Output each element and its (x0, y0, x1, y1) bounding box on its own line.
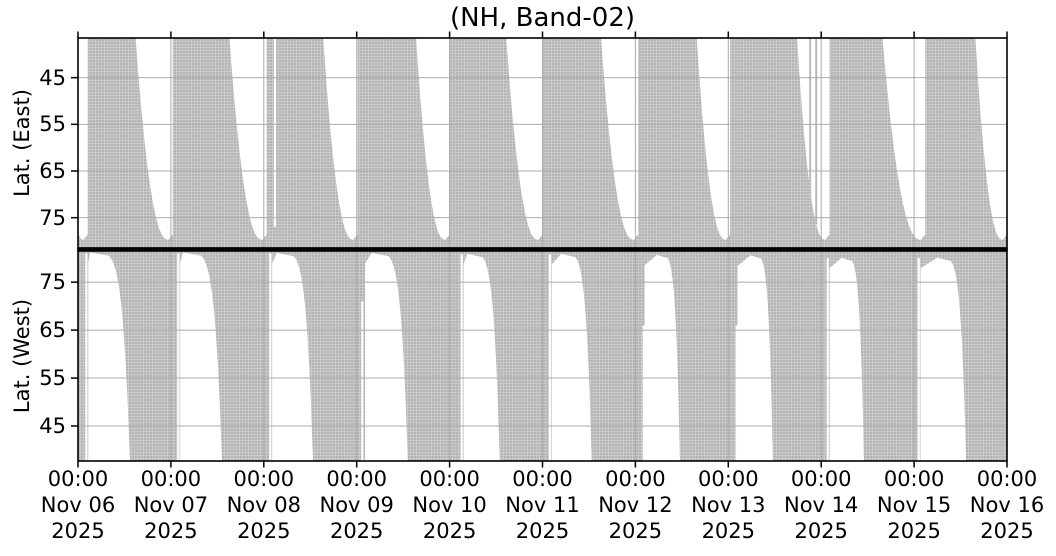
east-y-tick-label: 55 (39, 112, 66, 137)
x-tick-date: Nov 06 (40, 493, 116, 517)
panel-divider (77, 247, 1008, 252)
x-tick-time: 00:00 (605, 467, 666, 491)
x-tick-time: 00:00 (419, 467, 480, 491)
west-thin-white-slit (460, 254, 463, 461)
x-tick-year: 2025 (422, 519, 477, 543)
x-tick-label: 00:00 Nov 11 2025 (473, 466, 613, 544)
east-panel-area (78, 38, 1007, 248)
x-tick-label: 00:00 Nov 16 2025 (937, 466, 1056, 544)
x-tick-date: Nov 16 (969, 493, 1045, 517)
east-y-tick-label: 45 (39, 65, 66, 90)
x-tick-date: Nov 07 (133, 493, 209, 517)
east-y-tick-label: 75 (39, 205, 66, 230)
east-coverage-gap (135, 38, 173, 241)
west-coverage-gap (829, 257, 864, 461)
x-tick-time: 00:00 (883, 467, 945, 491)
west-thin-white-slit (85, 253, 88, 461)
west-coverage-gap (365, 252, 408, 461)
x-tick-year: 2025 (51, 519, 105, 543)
west-y-tick-label: 55 (39, 366, 66, 391)
west-thin-white-slit (548, 254, 552, 461)
west-thin-white-slit (361, 301, 364, 461)
east-coverage-gap (229, 38, 267, 241)
x-tick-year: 2025 (980, 519, 1034, 543)
east-coverage-gap (506, 38, 543, 241)
x-tick-date: Nov 12 (598, 493, 673, 517)
west-thin-white-slit (177, 253, 180, 461)
east-coverage-gap (975, 38, 1007, 241)
x-tick-label: 00:00 Nov 12 2025 (565, 466, 705, 544)
x-tick-year: 2025 (329, 519, 384, 543)
west-y-tick-label: 75 (39, 270, 66, 295)
west-coverage-gap (88, 252, 131, 461)
x-tick-date: Nov 15 (876, 493, 952, 517)
x-tick-year: 2025 (887, 519, 941, 543)
x-tick-label: 00:00 Nov 09 2025 (287, 466, 427, 544)
chart-title: (NH, Band-02) (449, 3, 636, 33)
x-tick-time: 00:00 (140, 467, 202, 491)
x-tick-date: Nov 09 (319, 493, 394, 517)
x-tick-time: 00:00 (698, 467, 759, 491)
x-tick-year: 2025 (144, 519, 198, 543)
west-coverage-gap (272, 252, 314, 461)
x-tick-year: 2025 (701, 519, 756, 543)
x-tick-label: 00:00 Nov 13 2025 (658, 466, 798, 544)
west-thin-white-slit (269, 253, 272, 461)
east-y-tick-label: 65 (39, 159, 66, 183)
west-panel-area (78, 251, 1007, 461)
x-tick-date: Nov 10 (412, 493, 487, 517)
west-y-tick-label: 65 (39, 318, 66, 343)
x-tick-time: 00:00 (790, 467, 852, 491)
east-coverage-gap (416, 38, 450, 241)
x-tick-label: 00:00 Nov 06 2025 (8, 466, 148, 544)
east-thin-gray-line (808, 38, 812, 225)
west-coverage-gap (644, 254, 680, 461)
x-tick-year: 2025 (794, 519, 848, 543)
x-tick-label: 00:00 Nov 08 2025 (194, 466, 334, 544)
east-coverage-gap (696, 38, 731, 241)
west-thin-white-slit (735, 325, 738, 461)
west-thin-white-slit (917, 258, 920, 461)
x-tick-year: 2025 (515, 519, 570, 543)
x-tick-year: 2025 (237, 519, 291, 543)
x-tick-time: 00:00 (512, 467, 573, 491)
west-coverage-gap (180, 252, 222, 461)
east-thin-gray-line (814, 38, 818, 225)
west-coverage-gap (551, 253, 592, 461)
west-coverage-gap (737, 255, 773, 461)
x-tick-label: 00:00 Nov 14 2025 (751, 466, 891, 544)
x-tick-date: Nov 11 (505, 493, 580, 517)
west-y-tick-label: 45 (39, 414, 66, 438)
x-tick-time: 00:00 (47, 467, 109, 491)
x-tick-date: Nov 13 (691, 493, 766, 517)
west-thin-white-slit (826, 258, 829, 461)
east-coverage-gap (601, 38, 639, 241)
x-tick-date: Nov 08 (226, 493, 301, 517)
west-coverage-gap (463, 253, 500, 461)
east-coverage-gap (78, 38, 88, 241)
x-tick-date: Nov 14 (783, 493, 859, 517)
x-tick-label: 00:00 Nov 07 2025 (101, 466, 241, 544)
x-tick-label: 00:00 Nov 10 2025 (380, 466, 520, 544)
x-tick-label: 00:00 Nov 15 2025 (844, 466, 984, 544)
x-tick-time: 00:00 (326, 467, 387, 491)
east-thin-white-slit (273, 38, 277, 227)
west-thin-white-slit (642, 325, 645, 461)
east-coverage-gap (323, 38, 358, 241)
x-tick-time: 00:00 (976, 467, 1038, 491)
west-coverage-gap (920, 257, 967, 461)
x-tick-year: 2025 (608, 519, 663, 543)
x-tick-time: 00:00 (233, 467, 295, 491)
